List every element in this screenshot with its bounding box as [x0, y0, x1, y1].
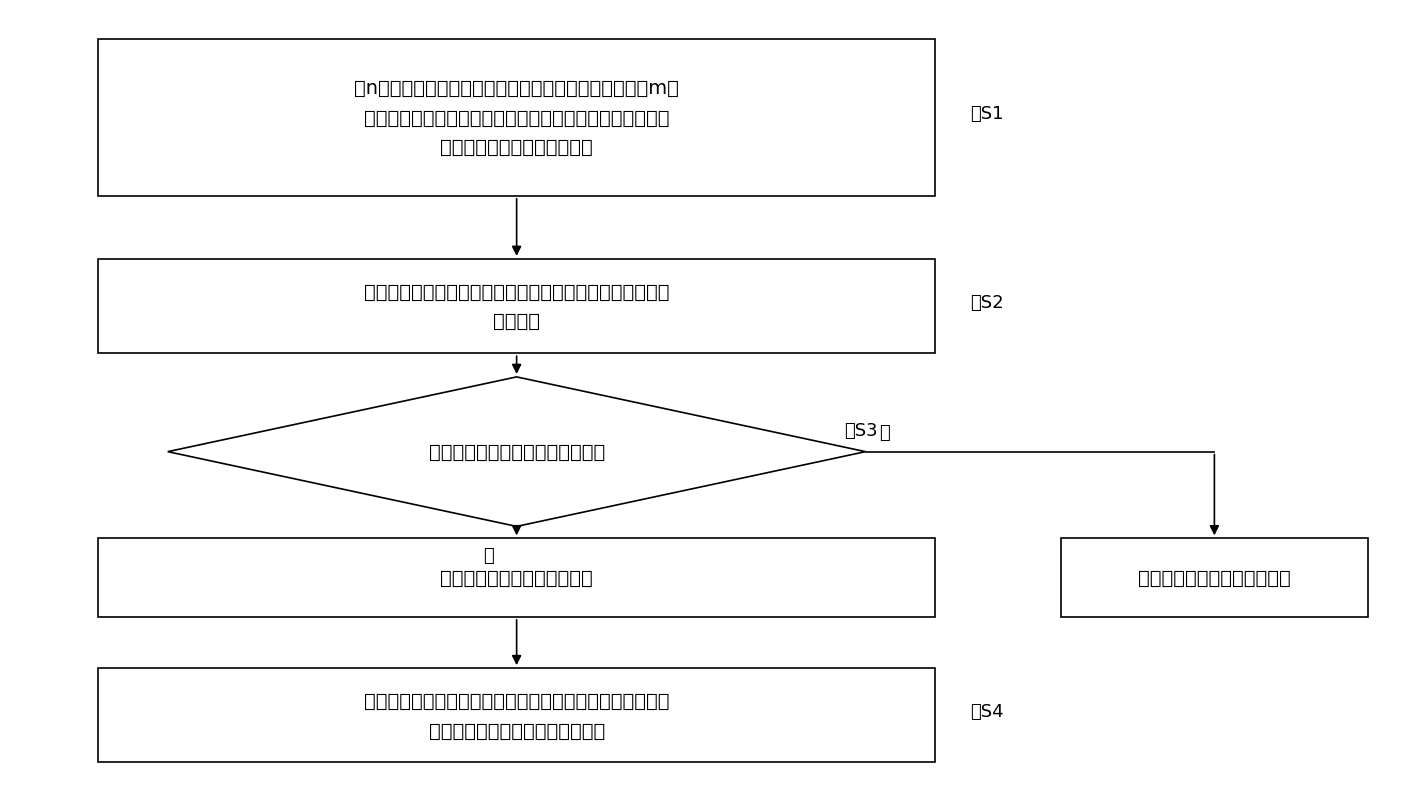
Text: 采集中性段电阻单元的实时电压和中性段电阻单元上流过的
实时电流: 采集中性段电阻单元的实时电压和中性段电阻单元上流过的 实时电流	[365, 282, 669, 331]
Bar	[98, 39, 936, 196]
Bar	[98, 668, 936, 763]
Text: 闭锁中性段电阻单元故障检测: 闭锁中性段电阻单元故障检测	[1138, 569, 1290, 587]
Text: 开启中性段电阻单元故障检测: 开启中性段电阻单元故障检测	[440, 569, 592, 587]
Text: ～S1: ～S1	[970, 105, 1004, 124]
Text: 列车自动过分相系统处于工作状态: 列车自动过分相系统处于工作状态	[429, 443, 605, 462]
Text: 是: 是	[483, 546, 494, 565]
Text: ～S2: ～S2	[970, 294, 1004, 312]
Polygon shape	[168, 378, 866, 527]
Bar	[98, 539, 936, 618]
Text: 将n个相同阻值的子电阻并联，构成一个子电阻单元，将m个
子电阻单元依次串联，形成中性段电阻单元，以作为列车地
面自动过分相系统的导通负载: 将n个相同阻值的子电阻并联，构成一个子电阻单元，将m个 子电阻单元依次串联，形成…	[355, 79, 679, 157]
Bar	[1061, 539, 1368, 618]
Text: ～S4: ～S4	[970, 703, 1004, 720]
Text: 否: 否	[880, 423, 890, 441]
Text: 利用实时电压和实时电流进行比较计算，根据计算结果，确
定电阻是否存在故障及其故障类型: 利用实时电压和实时电流进行比较计算，根据计算结果，确 定电阻是否存在故障及其故障…	[365, 691, 669, 739]
Text: ～S3: ～S3	[844, 422, 879, 439]
Bar	[98, 260, 936, 354]
